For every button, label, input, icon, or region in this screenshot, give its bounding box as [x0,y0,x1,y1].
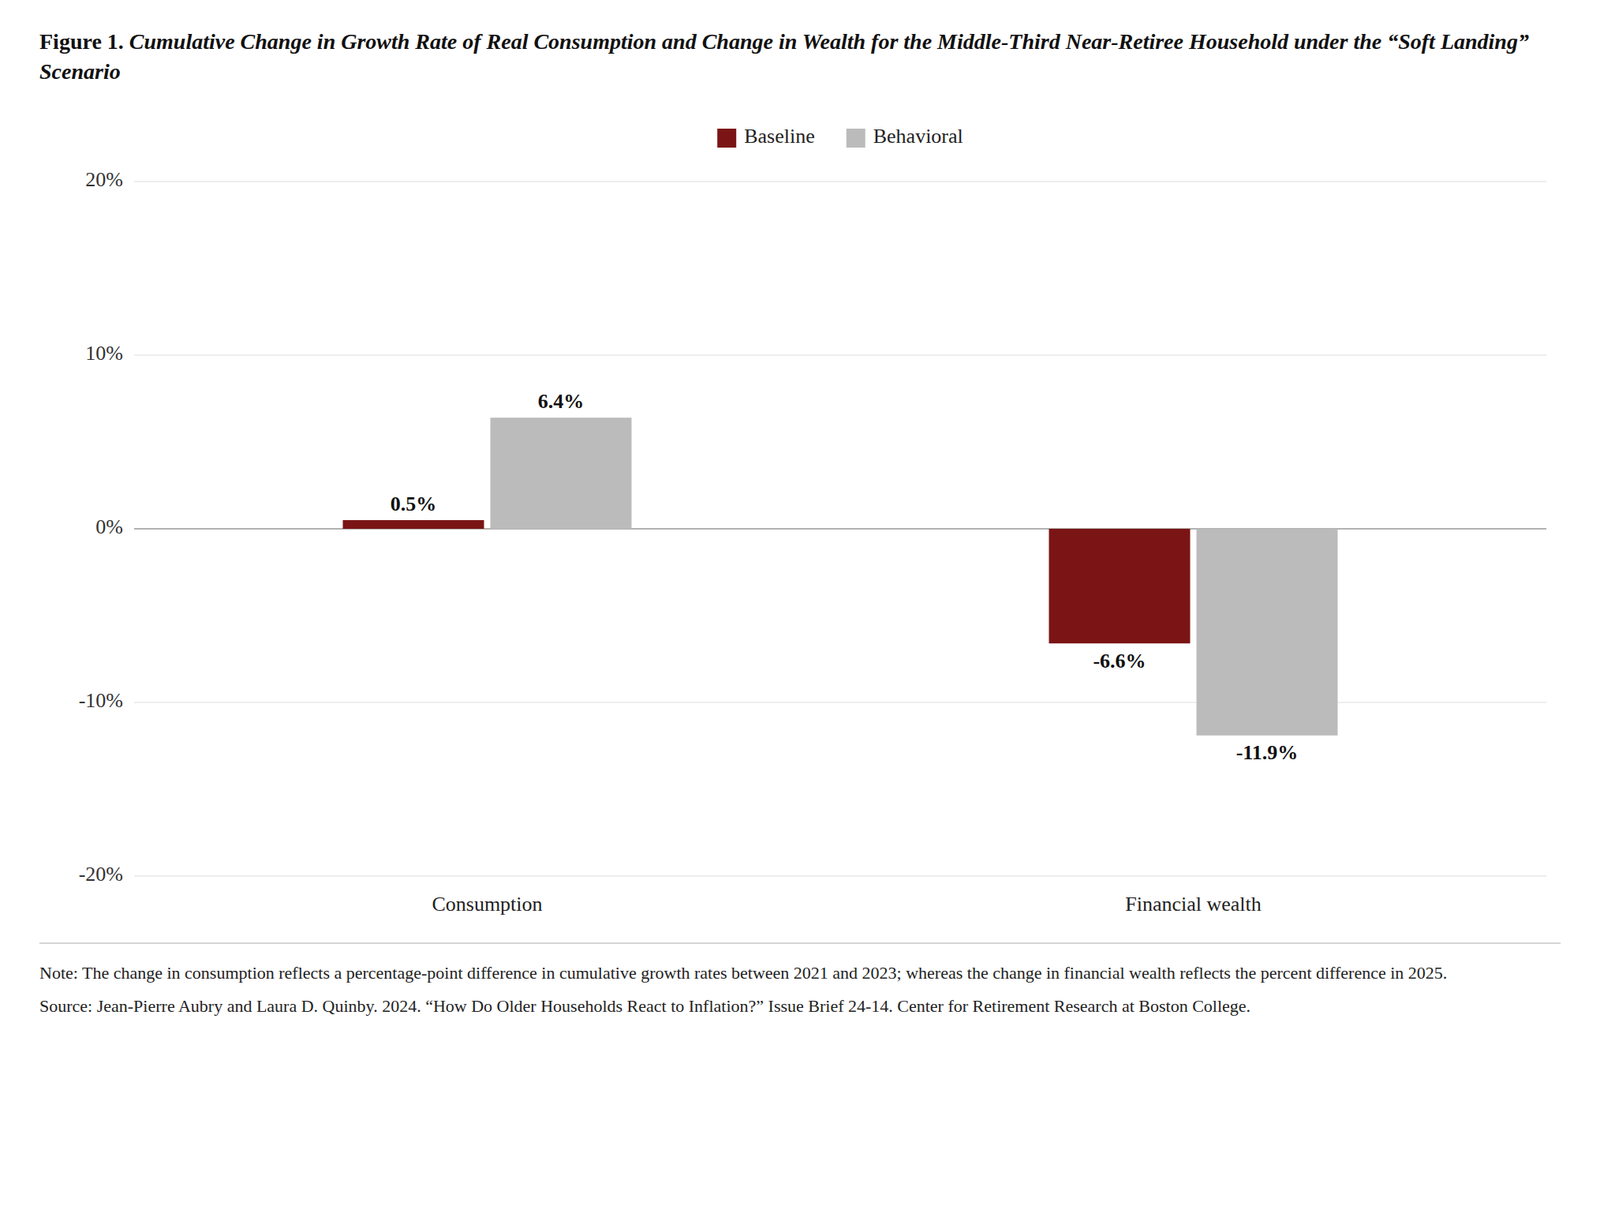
separator [39,942,1561,944]
grid [134,181,1547,876]
data-label: 0.5% [390,492,438,516]
y-tick-label: 20% [85,168,124,191]
subtitle: Scenario [39,59,121,84]
grid-line [134,181,1547,183]
annotation: Source: Jean-Pierre Aubry and Laura D. Q… [39,995,1251,1016]
title-label: Figure 1. [39,29,130,54]
bars [343,417,1339,736]
legend-swatch [717,128,737,148]
subtitle: Figure 1. Cumulative Change in Growth Ra… [39,29,1529,54]
y-tick-label: 10% [85,341,124,365]
y-tick-label: 0% [95,515,124,539]
legend-label: Behavioral [873,124,964,148]
legend-swatch [846,128,866,148]
bar [1196,528,1339,736]
chart: Figure 1. Cumulative Change in Growth Ra… [0,0,1600,1206]
data-label: -11.9% [1236,740,1299,764]
grid-line [134,875,1547,877]
legend-label: Baseline [743,124,815,148]
annotation-part: Note: The change in consumption reflects… [39,962,1447,983]
y-tick-label: -20% [78,862,124,886]
x-tick-label: Consumption [431,892,543,916]
bar [343,519,485,529]
grid-line [134,355,1547,356]
bar [490,417,632,529]
data-label: 6.4% [538,389,585,413]
data-label: -6.6% [1092,649,1146,673]
legend: Baseline Behavioral [717,124,964,148]
subtitle-part: Scenario [39,59,121,84]
annotation: Note: The change in consumption reflects… [39,962,1447,983]
bar [1049,528,1191,643]
y-tick-label: -10% [78,688,124,712]
subtitle-part: Cumulative Change in Growth Rate of Real… [129,29,1529,54]
x-tick-label: Financial wealth [1125,892,1262,916]
annotation-part: Source: Jean-Pierre Aubry and Laura D. Q… [39,995,1251,1016]
